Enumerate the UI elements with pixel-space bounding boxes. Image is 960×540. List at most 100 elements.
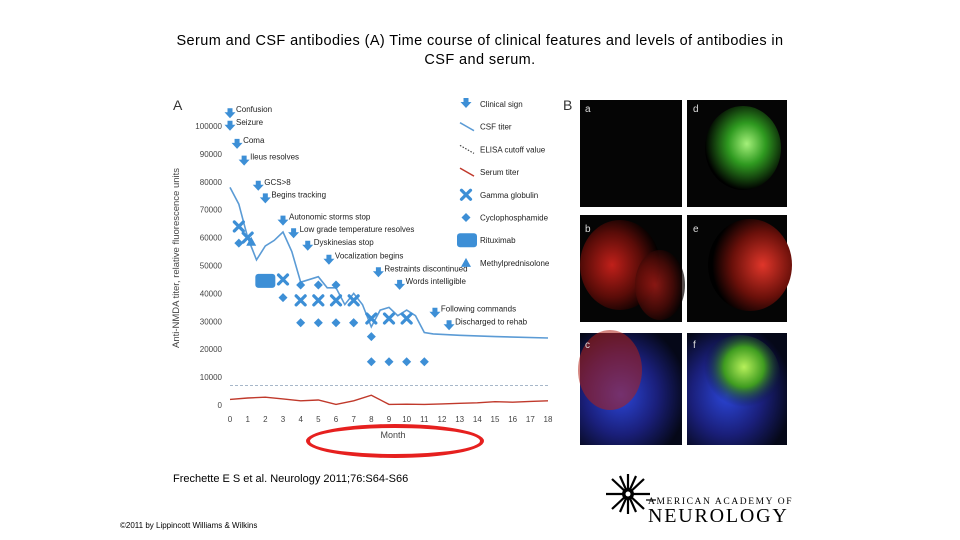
legend-label: Gamma globulin [480, 191, 538, 200]
micrograph-b: b [580, 215, 685, 322]
legend-label: Serum titer [480, 168, 519, 177]
svg-text:b: b [585, 224, 591, 235]
copyright: ©2011 by Lippincott Williams & Wilkins [120, 521, 258, 530]
legend-label: CSF titer [480, 123, 512, 132]
clinical-sign-arrow-icon [238, 155, 250, 166]
event-label: Begins tracking [271, 190, 326, 199]
legend-entry: Clinical sign [460, 98, 523, 109]
gamma-globulin-marker [382, 312, 396, 325]
event-label: Dyskinesias stop [314, 238, 375, 247]
legend-label: Rituximab [480, 236, 516, 245]
logo-text-top: AMERICAN ACADEMY OF [648, 497, 794, 507]
x-tick-label: 5 [316, 415, 321, 424]
cyclophosphamide-marker [331, 280, 341, 290]
y-tick-label: 10000 [200, 373, 223, 382]
clinical-sign-arrow-icon [372, 267, 384, 278]
clinical-sign-arrow-icon [443, 320, 455, 331]
gamma-globulin-marker [329, 294, 343, 307]
gamma-globulin-marker [276, 273, 290, 286]
clinical-sign-arrow-icon [259, 193, 271, 204]
cyclophosphamide-marker [278, 293, 288, 303]
figure: A Anti-NMDA titer, relative fluorescence… [171, 97, 792, 445]
clinical-sign-arrow-icon [429, 307, 441, 318]
legend-entry: Cyclophosphamide [461, 213, 549, 223]
legend-entry: Rituximab [457, 233, 516, 248]
cyclophosphamide-marker [366, 357, 376, 367]
x-tick-label: 9 [387, 415, 392, 424]
legend-label: Clinical sign [480, 100, 523, 109]
legend-label: Cyclophosphamide [480, 214, 549, 223]
micrograph-d: d [687, 100, 787, 207]
cyclophosphamide-marker [296, 280, 306, 290]
title-line-2: CSF and serum. [424, 52, 536, 68]
x-tick-label: 16 [508, 415, 517, 424]
cyclophosphamide-marker [419, 357, 429, 367]
svg-text:d: d [693, 104, 699, 115]
event-label: Autonomic storms stop [289, 213, 371, 222]
cyclophosphamide-marker [234, 238, 244, 248]
event-label: Low grade temperature resolves [300, 225, 415, 234]
series-line [229, 394, 549, 406]
event-label: Discharged to rehab [455, 317, 528, 326]
cyclophosphamide-marker [313, 318, 323, 328]
y-tick-label: 40000 [200, 289, 223, 298]
clinical-sign-arrow-icon [231, 138, 243, 149]
x-tick-label: 14 [473, 415, 482, 424]
svg-text:f: f [693, 340, 696, 351]
slide-title: Serum and CSF antibodies (A) Time course… [120, 32, 840, 70]
micrograph-e: e [687, 215, 792, 322]
x-tick-label: 12 [438, 415, 447, 424]
event-label: Coma [243, 136, 265, 145]
legend-cutoff-line [459, 144, 475, 154]
svg-text:a: a [585, 104, 591, 115]
legend-label: Methylprednisolone [480, 259, 550, 268]
legend-csf-line [459, 122, 475, 132]
clinical-sign-arrow-icon [394, 279, 406, 290]
x-tick-label: 6 [334, 415, 339, 424]
x-tick-label: 11 [420, 415, 429, 424]
clinical-sign-arrow-icon [277, 215, 289, 226]
logo-text-bottom: NEUROLOGY [648, 505, 789, 527]
y-tick-label: 80000 [200, 178, 223, 187]
clinical-sign-arrow-icon [323, 254, 335, 265]
x-tick-label: 13 [455, 415, 464, 424]
cyclophosphamide-marker [349, 318, 359, 328]
cyclophosphamide-marker [461, 213, 471, 222]
rituximab-marker [457, 233, 477, 248]
x-tick-label: 2 [263, 415, 268, 424]
y-tick-label: 30000 [200, 317, 223, 326]
svg-text:e: e [693, 224, 699, 235]
x-tick-label: 7 [351, 415, 356, 424]
legend-entry: CSF titer [459, 122, 512, 132]
y-tick-label: 20000 [200, 345, 223, 354]
starburst-logo-icon [606, 474, 656, 514]
micrograph-a: a [580, 100, 682, 207]
gamma-globulin-marker [365, 312, 378, 325]
annotation-ellipse [306, 424, 484, 458]
legend-serum-line [459, 167, 475, 177]
event-label: Following commands [441, 305, 516, 314]
axis-ticks: 0 1 2 3 4 5 6 7 8 9 10 11 12 13 14 15 16 17 18010000200003… [195, 122, 553, 424]
legend: Clinical sign CSF titer ELISA cutoff value… [457, 98, 550, 268]
x-tick-label: 3 [281, 415, 286, 424]
y-tick-label: 60000 [200, 234, 223, 243]
x-tick-label: 1 [245, 415, 250, 424]
event-label: Confusion [236, 105, 272, 114]
gamma-globulin-marker [347, 294, 360, 307]
cyclophosphamide-marker [402, 357, 412, 367]
gamma-globulin-marker [232, 220, 245, 233]
citation: Frechette E S et al. Neurology 2011;76:S… [173, 473, 409, 485]
legend-entry: Methylprednisolone [461, 257, 550, 268]
micrograph-c: c [578, 330, 682, 445]
series-line [229, 187, 549, 339]
x-tick-label: 0 [228, 415, 233, 424]
clinical-sign-arrow-icon [460, 98, 472, 108]
gamma-globulin-marker [312, 294, 325, 307]
methylprednisolone-marker [246, 236, 257, 246]
legend-entry: ELISA cutoff value [459, 144, 546, 154]
aan-logo: AMERICAN ACADEMY OF NEUROLOGY [600, 472, 805, 527]
event-label: Seizure [236, 118, 264, 127]
event-label: Ileus resolves [250, 153, 299, 162]
title-line-1: Serum and CSF antibodies (A) Time course… [176, 33, 784, 49]
clinical-sign-arrow-icon [252, 180, 264, 191]
